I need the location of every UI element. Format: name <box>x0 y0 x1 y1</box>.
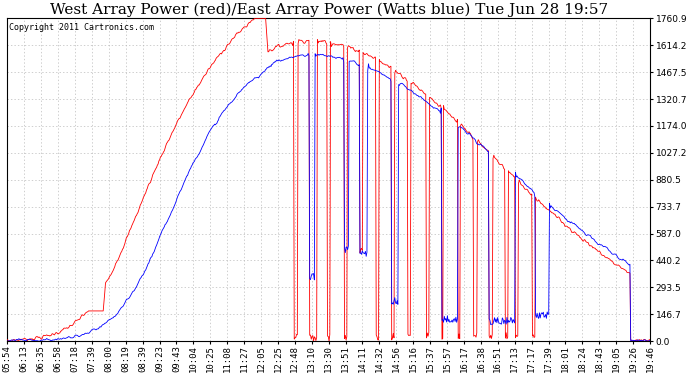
Title: West Array Power (red)/East Array Power (Watts blue) Tue Jun 28 19:57: West Array Power (red)/East Array Power … <box>50 3 608 17</box>
Text: Copyright 2011 Cartronics.com: Copyright 2011 Cartronics.com <box>8 23 154 32</box>
